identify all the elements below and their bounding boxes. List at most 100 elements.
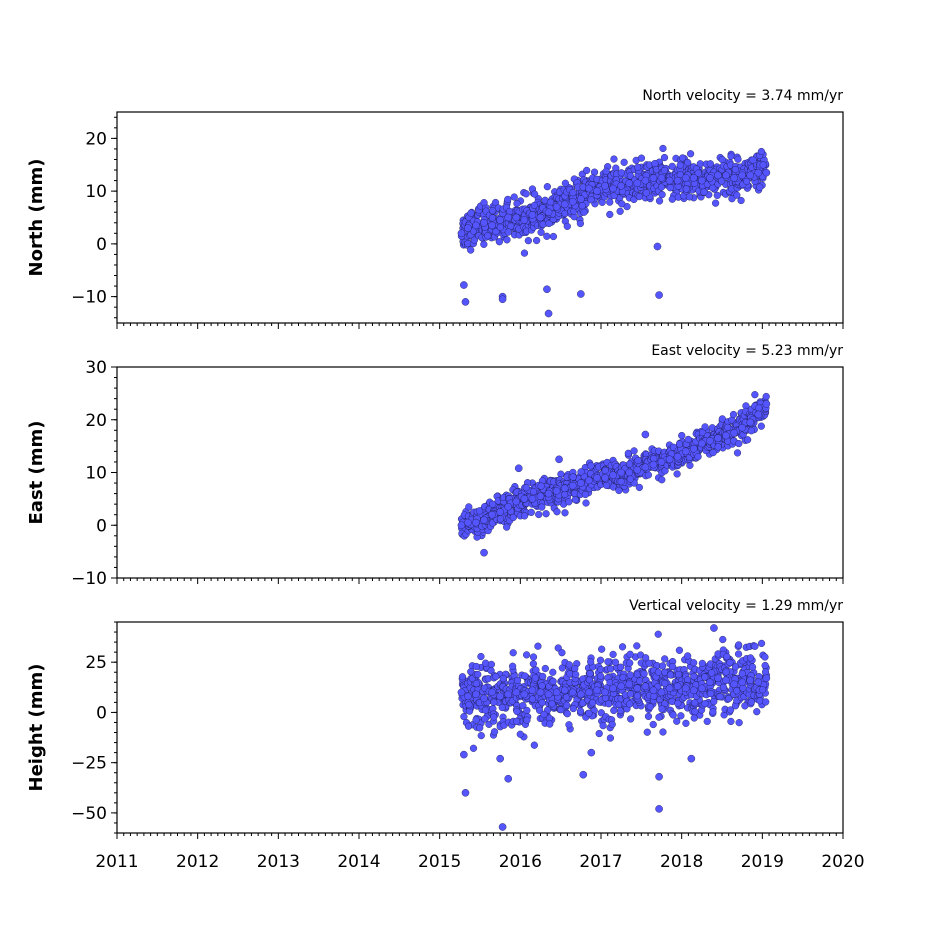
data-point bbox=[481, 715, 489, 723]
data-point bbox=[706, 678, 714, 687]
data-point bbox=[626, 475, 634, 483]
data-point bbox=[665, 684, 674, 693]
data-point bbox=[549, 668, 557, 676]
data-point bbox=[577, 468, 585, 476]
data-point bbox=[580, 208, 588, 216]
data-point bbox=[593, 473, 601, 482]
data-point bbox=[599, 722, 607, 730]
data-point bbox=[503, 523, 511, 531]
data-point bbox=[626, 172, 634, 180]
data-point bbox=[490, 728, 499, 736]
data-point bbox=[542, 510, 550, 518]
data-point bbox=[700, 188, 708, 196]
data-point bbox=[762, 698, 770, 706]
data-point bbox=[530, 741, 538, 749]
data-point bbox=[743, 177, 751, 186]
data-point bbox=[709, 448, 717, 457]
data-point bbox=[755, 404, 763, 412]
data-point bbox=[460, 281, 468, 289]
data-point bbox=[733, 191, 741, 199]
data-point bbox=[543, 285, 551, 294]
data-point bbox=[598, 645, 606, 653]
data-point bbox=[593, 686, 601, 695]
data-point bbox=[581, 490, 590, 499]
data-point bbox=[694, 453, 702, 461]
data-point bbox=[727, 717, 735, 726]
data-point bbox=[524, 237, 532, 245]
data-point bbox=[464, 722, 473, 730]
data-point bbox=[673, 452, 682, 461]
data-point bbox=[682, 185, 690, 193]
data-point bbox=[487, 660, 496, 668]
data-point bbox=[539, 672, 547, 681]
data-point bbox=[537, 482, 545, 490]
data-point bbox=[608, 720, 616, 729]
data-point bbox=[576, 219, 584, 228]
data-point bbox=[604, 658, 612, 666]
data-point bbox=[689, 174, 698, 182]
data-point bbox=[572, 670, 580, 679]
data-point bbox=[675, 440, 684, 448]
data-point bbox=[665, 176, 674, 185]
data-point bbox=[642, 189, 650, 197]
x-tick-label: 2020 bbox=[821, 852, 864, 872]
data-point bbox=[701, 423, 709, 431]
data-point bbox=[726, 659, 734, 667]
data-point bbox=[595, 729, 603, 738]
data-point bbox=[728, 195, 736, 203]
data-point bbox=[701, 673, 709, 681]
data-point bbox=[738, 678, 746, 687]
data-point bbox=[577, 690, 585, 699]
data-point bbox=[723, 653, 731, 661]
data-point bbox=[749, 156, 757, 164]
data-point bbox=[625, 680, 634, 689]
data-point bbox=[681, 174, 690, 182]
data-point bbox=[701, 700, 709, 708]
scatter-series bbox=[457, 624, 771, 831]
data-point bbox=[488, 688, 496, 697]
data-point bbox=[689, 686, 698, 695]
data-point bbox=[472, 662, 480, 671]
data-point bbox=[529, 653, 538, 661]
data-point bbox=[616, 663, 625, 671]
data-point bbox=[644, 471, 652, 479]
data-point bbox=[557, 470, 565, 478]
data-point bbox=[748, 663, 757, 671]
data-point bbox=[504, 774, 513, 783]
data-point bbox=[546, 720, 554, 728]
panel-3: Vertical velocity = 1.29 mm/yr Height (mm… bbox=[26, 598, 865, 872]
y-tick-label: −25 bbox=[71, 754, 107, 774]
data-point bbox=[690, 714, 698, 722]
data-point bbox=[735, 439, 743, 448]
data-point bbox=[571, 496, 579, 504]
data-point bbox=[552, 487, 561, 495]
data-point bbox=[596, 656, 605, 664]
data-point bbox=[512, 213, 521, 222]
data-point bbox=[472, 690, 480, 699]
data-point bbox=[531, 674, 539, 682]
data-point bbox=[673, 176, 682, 185]
data-point bbox=[698, 439, 706, 448]
data-point bbox=[674, 670, 683, 679]
data-point bbox=[758, 686, 767, 694]
data-point bbox=[733, 687, 741, 695]
data-point bbox=[536, 492, 545, 501]
data-point bbox=[458, 673, 467, 681]
data-point bbox=[496, 508, 504, 516]
data-point bbox=[682, 719, 690, 727]
data-point bbox=[735, 641, 743, 649]
data-point bbox=[520, 216, 529, 224]
data-point bbox=[513, 717, 521, 725]
data-point bbox=[496, 692, 504, 701]
x-tick-label: 2011 bbox=[95, 852, 138, 872]
data-point bbox=[509, 649, 517, 657]
data-point bbox=[698, 659, 706, 668]
data-point bbox=[481, 706, 490, 714]
data-point bbox=[734, 155, 742, 163]
data-point bbox=[480, 548, 488, 557]
data-point bbox=[549, 677, 557, 685]
data-point bbox=[576, 707, 585, 715]
data-point bbox=[528, 686, 537, 695]
data-point bbox=[641, 463, 650, 472]
data-point bbox=[474, 670, 482, 679]
